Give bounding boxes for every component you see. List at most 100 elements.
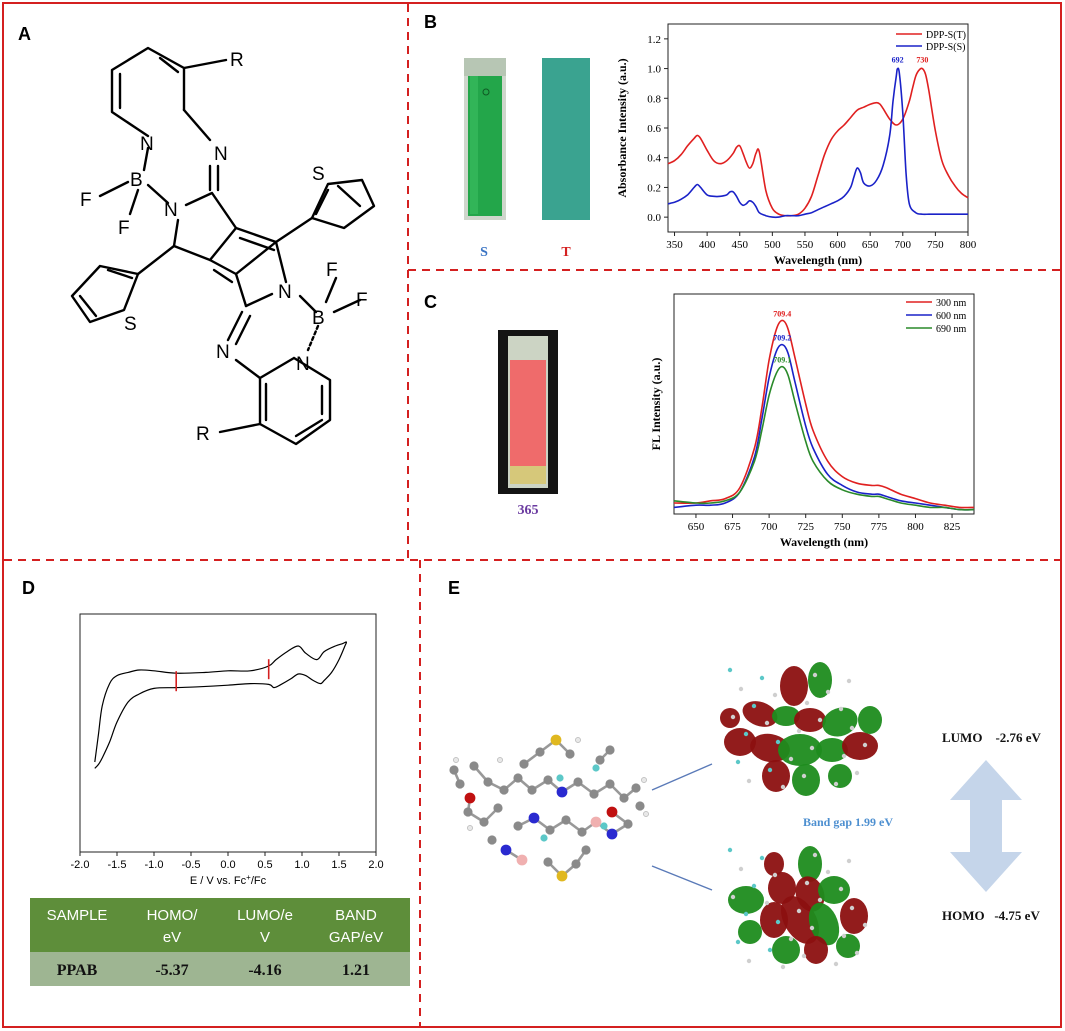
atom [550,734,562,746]
y-tick-label: 0.2 [647,182,661,194]
x-tick-label: 750 [834,521,851,533]
x-tick-label: 700 [895,239,912,251]
y-axis-label: Absorbance Intensity (a.u.) [615,58,629,197]
orbital-atom [788,756,794,762]
orbital-atom [743,731,749,737]
peak-label: 709.2 [773,334,791,343]
table-cell-homo: -5.37 [155,962,188,979]
photo-label-365: 365 [518,503,539,518]
orbital-atom [788,936,794,942]
atom-s-left: S [124,314,137,335]
x-tick-label: 650 [862,239,879,251]
orbital-atom [809,745,815,751]
orbital-atom [746,778,752,784]
atom [606,806,618,818]
panel-letter-b: B [424,12,437,32]
atom-f-1: F [80,190,92,211]
orbital-lobe [760,902,788,938]
x-tick-label: 0.5 [257,859,272,871]
atom [545,825,555,835]
legend-label: DPP-S(T) [926,30,966,41]
orbital-atom [825,869,831,875]
atom [469,761,479,771]
atom [556,786,568,798]
double-arrow-icon [950,760,1022,892]
orbital-lobe [808,902,840,946]
panel-letter-c: C [424,292,437,312]
orbital-atom [796,908,802,914]
orbital-atom [841,753,847,759]
orbital-atom [759,855,765,861]
atom [543,775,553,785]
orbital-atom [767,767,773,773]
atom-b-bottom: B [312,308,325,329]
atom-r-bottom: R [196,424,210,445]
orbital-lobe [724,728,756,756]
orbital-lobe [742,701,778,727]
x-tick-label: 350 [666,239,683,251]
orbital-lobe [720,708,740,728]
orbital-atom [849,725,855,731]
atom [499,785,509,795]
atom [590,816,602,828]
orbital-lobe [858,706,882,734]
orbital-atom [772,872,778,878]
y-tick-label: 1.0 [647,64,661,76]
orbital-atom [764,900,770,906]
atom [635,801,645,811]
chemical-structure [70,46,376,446]
orbital-lobe [818,876,850,904]
atom-fluorine [540,834,548,842]
table-header-lumo-2: V [260,929,270,946]
orbital-lobe [792,764,820,796]
atom-hydrogen [497,757,503,763]
orbital-atom [801,773,807,779]
x-axis-label-main: E / V vs. Fc [190,875,247,887]
y-tick-label: 1.2 [647,34,661,46]
energy-table: SAMPLE HOMO/ eV LUMO/e V BAND GAP/eV PPA… [30,898,410,986]
x-tick-label: 1.0 [294,859,309,871]
orbital-atom [796,728,802,734]
orbital-atom [730,894,736,900]
x-axis-label: Wavelength (nm) [774,253,862,267]
atom [543,857,553,867]
atom [605,745,615,755]
orbital-atom [804,880,810,886]
x-tick-label: 675 [724,521,741,533]
orbital-atom [817,897,823,903]
orbital-atom [854,770,860,776]
atom-b-top: B [130,170,143,191]
series-line-dpp-s-t [667,67,969,217]
orbital-atom [764,720,770,726]
plot-frame [79,613,377,853]
x-axis-label-tail: /Fc [251,875,267,887]
atom [493,803,503,813]
atom [463,807,473,817]
atom-s-right: S [312,164,325,185]
y-axis-label: FL Intensity (a.u.) [649,358,663,451]
y-tick-label: 0.0 [647,212,661,224]
x-axis-label-sup: + [246,873,251,882]
orbital-atom [735,759,741,765]
orbital-lobe [794,708,826,732]
x-tick-label: 650 [688,521,705,533]
atom [516,854,528,866]
orbital-atom [812,672,818,678]
peak-label: 709.1 [773,356,791,365]
orbital-atom [751,883,757,889]
orbital-lobe [738,920,762,944]
lumo-orbital [720,662,882,796]
orbital-atom [767,947,773,953]
film-photo-t [542,58,590,220]
orbital-lobe [798,846,822,882]
orbital-lobe [772,706,800,726]
orbital-atom [838,706,844,712]
photo-label-t: T [561,245,571,260]
photo-label-s: S [480,245,488,260]
orbital-atom [751,703,757,709]
table-header-sample: SAMPLE [47,907,108,924]
peak-label: 692 [892,56,904,65]
atom-hydrogen [575,737,581,743]
legend-label: 300 nm [936,298,967,309]
